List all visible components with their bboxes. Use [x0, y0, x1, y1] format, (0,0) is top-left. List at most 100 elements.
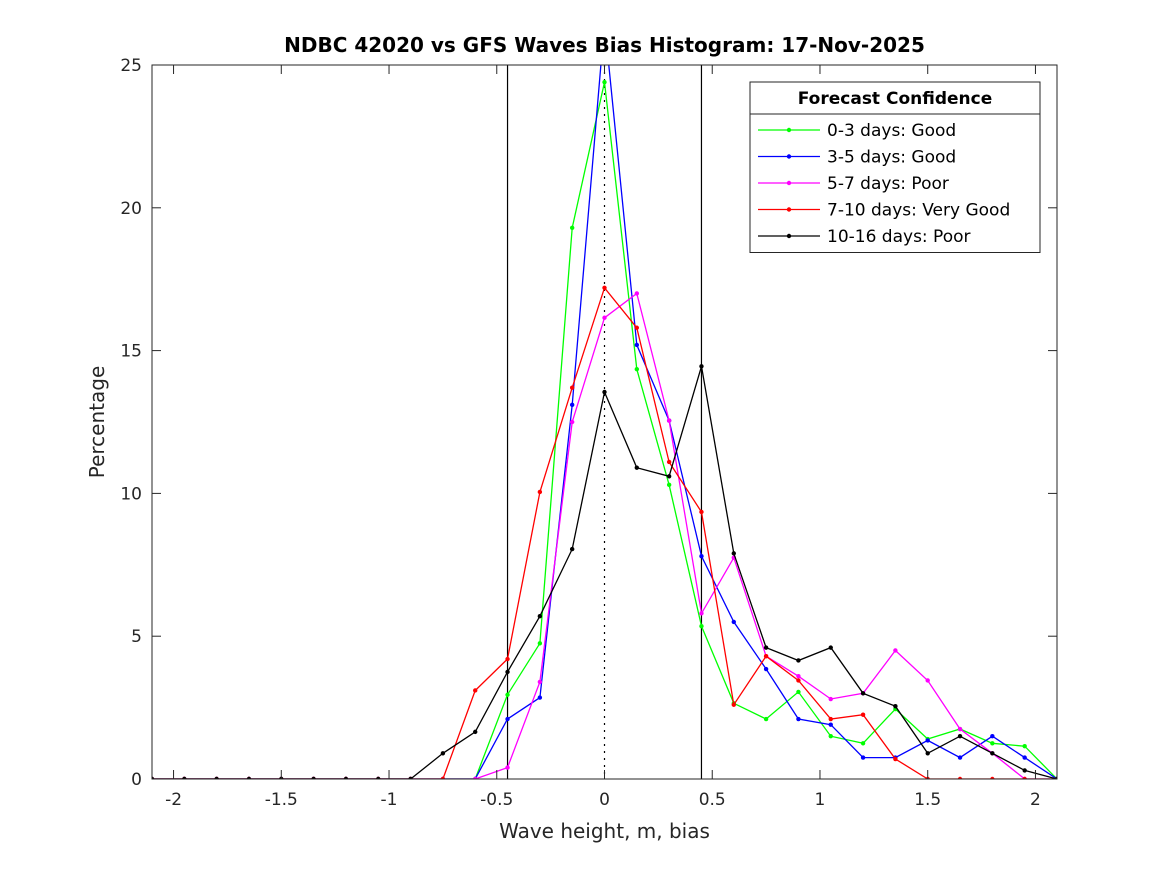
- series-5-point-12: [537, 614, 543, 619]
- series-5-point-8: [408, 776, 413, 779]
- series-3-point-15: [634, 291, 640, 296]
- series-5-point-19: [763, 645, 769, 650]
- series-2-point-24: [925, 738, 930, 743]
- series-4-point-10: [473, 688, 478, 693]
- legend-box: [749, 81, 1041, 253]
- series-4-point-16: [666, 459, 672, 465]
- series-1-point-13: [569, 225, 575, 230]
- y-tick-label-2: 10: [120, 484, 142, 504]
- series-3-point-11: [505, 765, 510, 770]
- legend-item-4: 7-10 days: Very Good: [758, 201, 1010, 221]
- series-2-point-19: [763, 666, 769, 672]
- legend-item-3: 5-7 days: Poor: [758, 174, 949, 194]
- y-tick-label-0: 0: [131, 770, 142, 790]
- series-group: [152, 65, 1057, 779]
- x-tick-label-5: 0.5: [699, 790, 726, 810]
- series-2-point-11: [505, 716, 510, 722]
- series-2-point-17: [699, 554, 704, 559]
- series-1-point-26: [990, 741, 995, 746]
- y-axis-title: Percentage: [85, 366, 109, 479]
- series-1-point-21: [828, 733, 833, 739]
- series-1-point-22: [860, 741, 866, 746]
- series-5-point-2: [214, 776, 219, 779]
- legend-label: 7-10 days: Very Good: [827, 201, 1010, 221]
- legend-swatch-marker: [786, 233, 792, 239]
- series-5-point-15: [634, 465, 640, 470]
- x-tick-label-8: 2: [1030, 790, 1041, 810]
- series-4-point-14: [602, 285, 607, 290]
- series-5-point-27: [1022, 768, 1027, 773]
- series-4-point-13: [569, 385, 575, 390]
- series-3-point-21: [828, 696, 833, 702]
- series-5-point-14: [602, 389, 607, 395]
- series-4-point-26: [990, 776, 995, 779]
- x-tick-label-1: -1.5: [265, 790, 298, 810]
- legend-swatch-marker: [786, 207, 792, 212]
- series-5-point-21: [828, 645, 833, 650]
- series-4-point-27: [1022, 776, 1027, 779]
- series-5-point-18: [731, 551, 736, 556]
- series-4-point-22: [860, 712, 866, 717]
- series-5-point-23: [893, 703, 898, 709]
- series-2-point-27: [1022, 755, 1027, 760]
- series-5-point-11: [505, 669, 510, 675]
- legend-label: 0-3 days: Good: [827, 121, 956, 141]
- x-tick-label-6: 1: [815, 790, 826, 810]
- series-1-point-11: [505, 692, 510, 697]
- series-5-point-0: [152, 776, 155, 779]
- series-5-point-20: [796, 658, 801, 663]
- chart-title: NDBC 42020 vs GFS Waves Bias Histogram: …: [284, 33, 925, 57]
- series-5-point-17: [699, 364, 704, 369]
- x-tick-label-7: 1.5: [914, 790, 941, 810]
- legend-label: 5-7 days: Poor: [827, 174, 949, 194]
- series-4-point-9: [440, 776, 446, 779]
- series-1-point-20: [796, 689, 801, 695]
- series-3-point-25: [957, 726, 963, 732]
- series-4-point-23: [893, 756, 898, 762]
- series-1-point-27: [1022, 743, 1027, 749]
- y-tick-label-1: 5: [131, 627, 142, 647]
- legend-label: 3-5 days: Good: [827, 148, 956, 168]
- series-4-point-17: [699, 509, 704, 515]
- legend-swatch-marker: [786, 127, 792, 133]
- legend-item-5: 10-16 days: Poor: [758, 227, 971, 247]
- series-2-point-15: [634, 342, 640, 348]
- series-1-point-16: [666, 482, 672, 488]
- series-2-point-21: [828, 722, 833, 727]
- series-4-point-25: [957, 776, 963, 779]
- series-3-point-16: [666, 418, 672, 423]
- y-tick-label-5: 25: [120, 56, 142, 76]
- series-3-point-23: [893, 648, 898, 653]
- series-2-point-26: [990, 733, 995, 739]
- series-5-point-24: [925, 751, 930, 756]
- series-2-point-20: [796, 716, 801, 722]
- y-tick-label-4: 20: [120, 199, 142, 219]
- series-5-point-5: [311, 776, 316, 779]
- series-3-point-24: [925, 678, 930, 683]
- series-5-point-6: [343, 776, 349, 779]
- series-3-point-20: [796, 673, 801, 679]
- series-2-point-25: [957, 755, 963, 760]
- series-1-point-12: [537, 641, 543, 646]
- series-3-point-10: [473, 776, 478, 779]
- series-2-point-18: [731, 619, 736, 625]
- series-1-point-17: [699, 624, 704, 629]
- series-4-point-19: [763, 653, 769, 659]
- series-5-point-10: [473, 729, 478, 735]
- series-5-point-25: [957, 733, 963, 739]
- x-axis-title: Wave height, m, bias: [499, 819, 710, 843]
- legend-item-2: 3-5 days: Good: [758, 148, 956, 168]
- series-4-point-15: [634, 325, 640, 330]
- legend-title: Forecast Confidence: [798, 89, 993, 109]
- series-1-point-19: [763, 716, 769, 722]
- x-tick-label-2: -1: [381, 790, 398, 810]
- series-4-point-18: [731, 702, 736, 707]
- series-5-point-3: [246, 776, 252, 779]
- series-4-point-12: [537, 489, 543, 495]
- series-4-point-20: [796, 678, 801, 683]
- series-5-point-26: [990, 751, 995, 756]
- series-3-point-17: [699, 611, 704, 616]
- legend-label: 10-16 days: Poor: [827, 227, 971, 247]
- y-tick-label-3: 15: [120, 342, 142, 362]
- series-line-2: [152, 65, 1057, 779]
